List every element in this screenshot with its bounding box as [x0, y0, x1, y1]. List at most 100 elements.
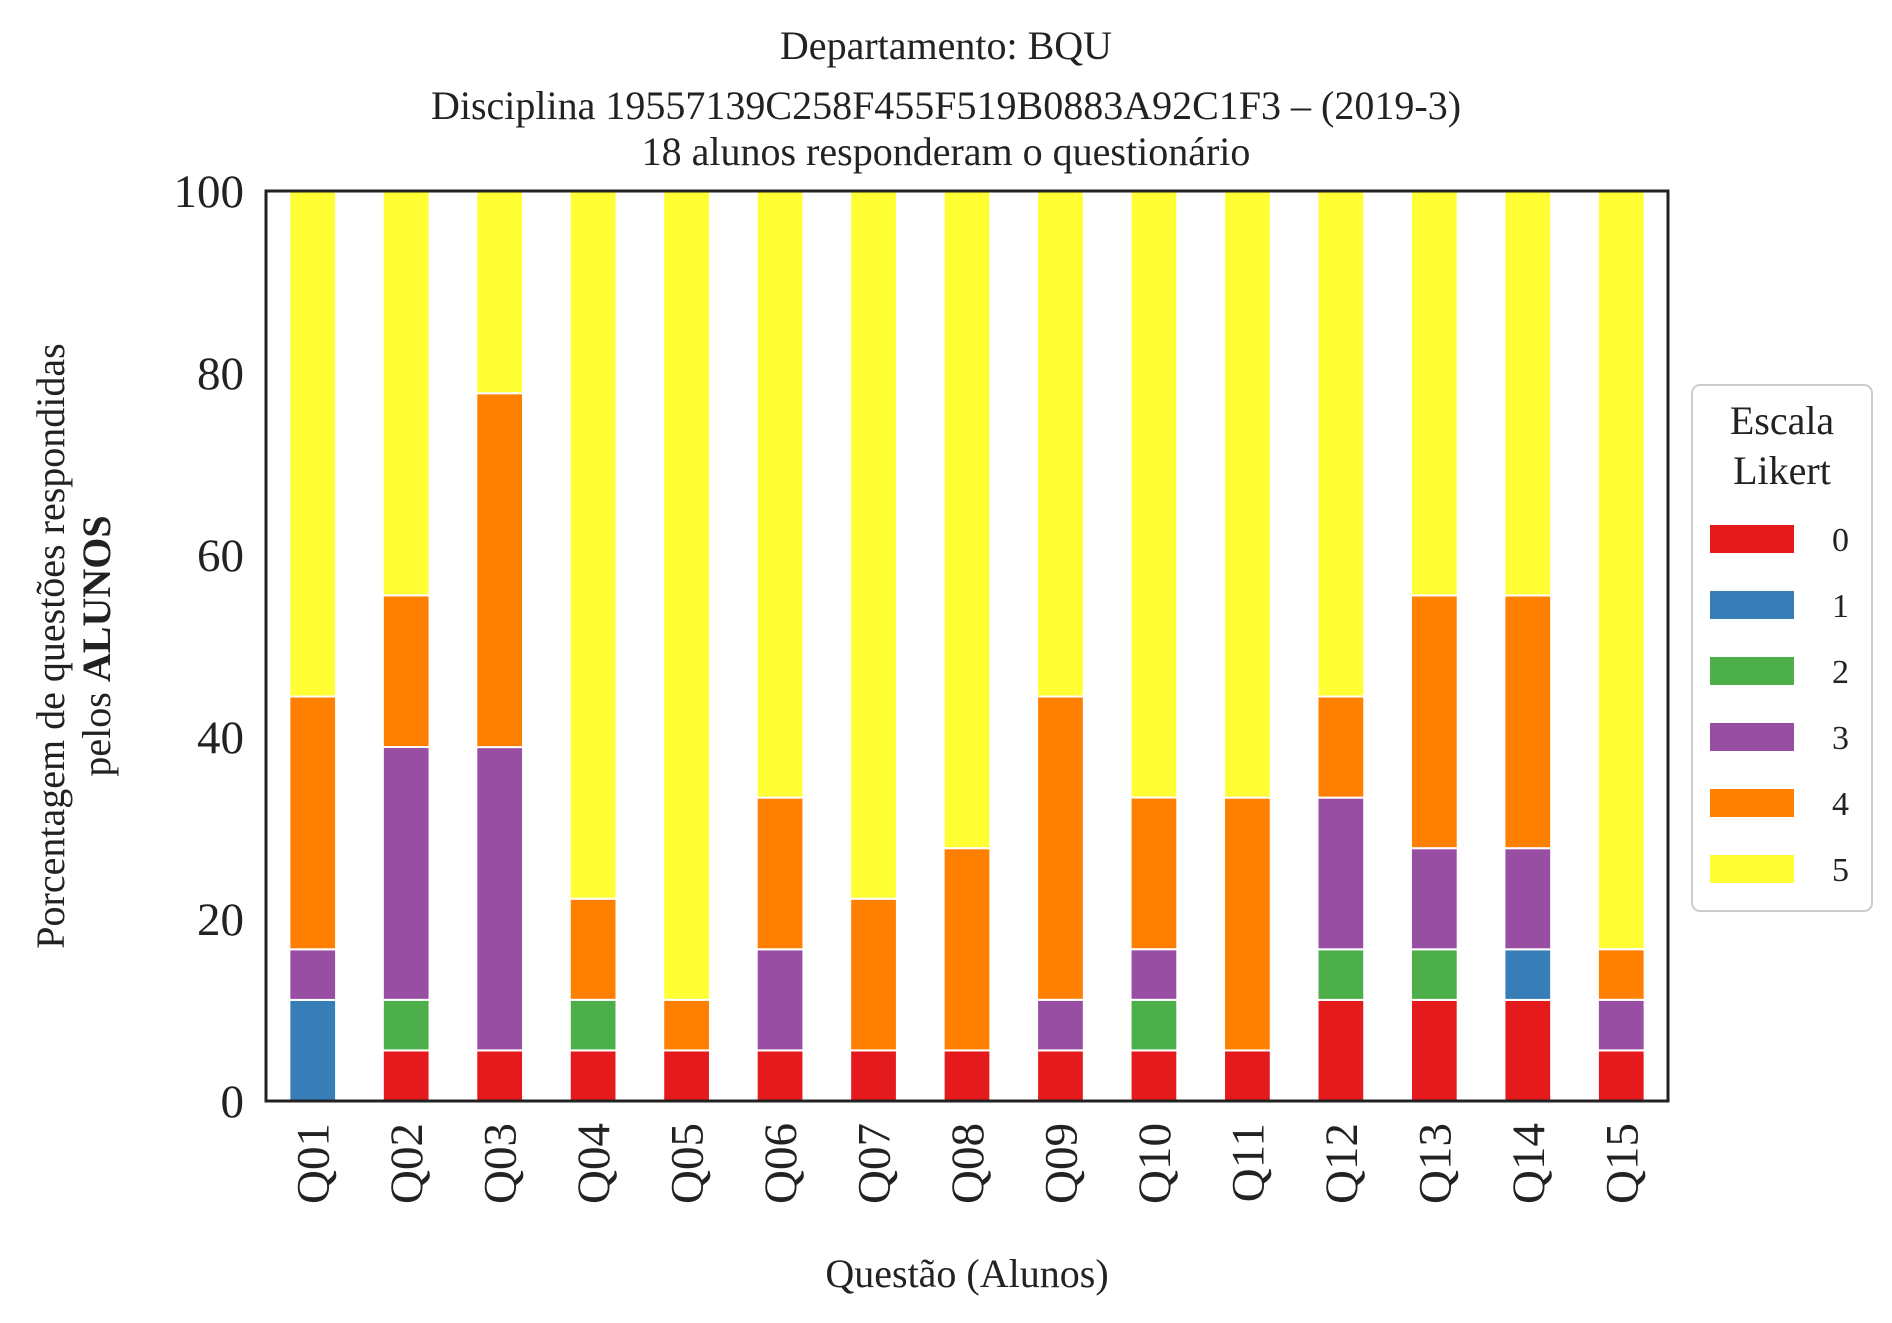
bar-segment-q02-likert-4 [381, 594, 431, 749]
bar-segment-q07-likert-4 [849, 897, 898, 1052]
legend-label-likert-3: 3 [1832, 720, 1849, 757]
legend-swatch-likert-0 [1710, 525, 1794, 553]
x-tick-label-q04: Q04 [568, 1123, 620, 1204]
y-tick-label-100: 100 [174, 166, 245, 218]
x-tick-label-q07: Q07 [849, 1123, 901, 1204]
bar-segment-q12-likert-3 [1316, 796, 1366, 951]
x-tick-label-q09: Q09 [1035, 1123, 1087, 1204]
legend-label-likert-2: 2 [1832, 654, 1849, 691]
y-tick-label-20: 20 [197, 894, 244, 946]
bar-segment-q07-likert-0 [849, 1049, 898, 1103]
bar-segment-q09-likert-0 [1036, 1049, 1085, 1103]
x-tick-label-q01: Q01 [288, 1123, 340, 1204]
legend: Escala Likert 0 1 2 3 4 5 [1691, 384, 1873, 912]
x-tick-label-q13: Q13 [1409, 1123, 1461, 1204]
y-tick-label-0: 0 [221, 1076, 245, 1128]
legend-box [1691, 384, 1873, 912]
y-axis-label: Porcentagem de questões respondidas pelo… [28, 343, 119, 948]
y-tick-label-40: 40 [197, 712, 244, 764]
bar-segment-q12-likert-2 [1316, 948, 1366, 1001]
bar-segment-q06-likert-5 [755, 189, 805, 799]
bar-segment-q10-likert-3 [1129, 948, 1179, 1001]
y-tick-label-80: 80 [197, 348, 244, 400]
bar-segment-q09-likert-5 [1036, 189, 1085, 698]
legend-swatch-likert-3 [1710, 723, 1794, 751]
bar-segment-q12-likert-4 [1316, 695, 1366, 799]
bar-segment-q11-likert-5 [1223, 189, 1272, 799]
bar-segment-q08-likert-5 [942, 190, 992, 850]
y-axis-label-line-2: pelos ALUNOS [74, 515, 119, 776]
bar-segment-q02-likert-0 [381, 1049, 431, 1103]
bar-segment-q02-likert-3 [381, 746, 431, 1001]
bar-segment-q14-likert-1 [1503, 948, 1553, 1001]
bar-segment-q06-likert-3 [755, 948, 805, 1052]
bar-segment-q10-likert-4 [1129, 796, 1179, 951]
bar-segment-q04-likert-0 [568, 1049, 618, 1103]
legend-swatch-likert-4 [1710, 789, 1794, 817]
y-axis-label-bold: ALUNOS [74, 515, 119, 682]
bar-segment-q13-likert-4 [1409, 594, 1459, 850]
bar-segment-q14-likert-0 [1503, 998, 1553, 1102]
legend-swatch-likert-1 [1710, 591, 1794, 619]
bar-segment-q10-likert-0 [1129, 1049, 1179, 1103]
chart-title-line-1: Departamento: BQU [779, 23, 1113, 68]
bars-group [288, 189, 1646, 1103]
bar-segment-q13-likert-5 [1409, 190, 1459, 597]
bar-segment-q15-likert-0 [1596, 1049, 1646, 1103]
bar-segment-q04-likert-2 [568, 998, 618, 1052]
bar-segment-q11-likert-0 [1223, 1049, 1272, 1103]
bar-segment-q06-likert-0 [755, 1049, 805, 1103]
bar-segment-q10-likert-5 [1129, 189, 1179, 799]
bar-segment-q08-likert-4 [942, 847, 992, 1052]
bar-segment-q05-likert-0 [662, 1049, 711, 1103]
bar-segment-q05-likert-4 [662, 998, 711, 1052]
legend-swatch-likert-5 [1710, 855, 1794, 883]
bar-segment-q15-likert-4 [1596, 948, 1646, 1001]
x-tick-label-q10: Q10 [1129, 1123, 1181, 1204]
y-axis-label-prefix: pelos [74, 682, 119, 776]
bar-segment-q14-likert-3 [1503, 847, 1553, 951]
legend-label-likert-4: 4 [1832, 786, 1849, 823]
x-ticks-group: Q01 Q02 Q03 Q04 Q05 Q06 Q07 Q08 Q09 Q10 Q11 Q12 Q13 Q… [288, 1123, 1649, 1204]
bar-segment-q04-likert-4 [568, 897, 618, 1001]
bar-segment-q01-likert-3 [288, 948, 338, 1001]
bar-segment-q11-likert-4 [1223, 796, 1272, 1052]
bar-segment-q03-likert-4 [475, 392, 525, 749]
legend-title-line-2: Likert [1733, 448, 1831, 493]
bar-segment-q10-likert-2 [1129, 998, 1179, 1052]
x-tick-label-q12: Q12 [1316, 1123, 1368, 1204]
bar-segment-q06-likert-4 [755, 796, 805, 951]
bar-segment-q12-likert-0 [1316, 998, 1366, 1102]
bar-segment-q12-likert-5 [1316, 189, 1366, 698]
y-axis-label-line-1: Porcentagem de questões respondidas [28, 343, 73, 948]
bar-segment-q09-likert-4 [1036, 695, 1085, 1001]
bar-segment-q09-likert-3 [1036, 998, 1085, 1052]
plot-frame [264, 189, 1670, 1103]
bar-segment-q05-likert-5 [662, 189, 711, 1001]
x-tick-label-q14: Q14 [1503, 1123, 1555, 1204]
legend-label-likert-0: 0 [1832, 522, 1849, 559]
bar-segment-q02-likert-2 [381, 998, 431, 1052]
x-tick-label-q05: Q05 [662, 1123, 714, 1204]
bar-segment-q01-likert-1 [288, 998, 338, 1102]
bar-segment-q03-likert-3 [475, 746, 525, 1052]
chart-title-line-3: 18 alunos responderam o questionário [641, 129, 1251, 174]
x-tick-label-q02: Q02 [381, 1123, 433, 1204]
legend-label-likert-5: 5 [1832, 852, 1849, 889]
chart-title-line-2: Disciplina 19557139C258F455F519B0883A92C… [430, 83, 1462, 128]
bar-segment-q15-likert-5 [1596, 189, 1646, 951]
legend-title-line-1: Escala [1730, 398, 1835, 443]
x-tick-label-q03: Q03 [475, 1123, 527, 1204]
bar-segment-q08-likert-0 [942, 1049, 992, 1103]
bar-segment-q14-likert-4 [1503, 594, 1553, 850]
x-tick-label-q08: Q08 [942, 1123, 994, 1204]
bar-segment-q13-likert-0 [1409, 998, 1459, 1102]
bar-segment-q14-likert-5 [1503, 190, 1553, 597]
y-ticks-group: 0 20 40 60 80 100 [174, 166, 245, 1128]
x-tick-label-q15: Q15 [1596, 1123, 1648, 1204]
legend-swatch-likert-2 [1710, 657, 1794, 685]
bar-segment-q13-likert-2 [1409, 948, 1459, 1001]
bar-segment-q13-likert-3 [1409, 847, 1459, 951]
x-axis-label: Questão (Alunos) [825, 1251, 1108, 1296]
